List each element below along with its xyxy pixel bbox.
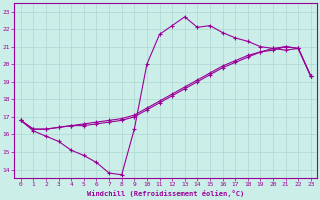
X-axis label: Windchill (Refroidissement éolien,°C): Windchill (Refroidissement éolien,°C) bbox=[87, 190, 244, 197]
